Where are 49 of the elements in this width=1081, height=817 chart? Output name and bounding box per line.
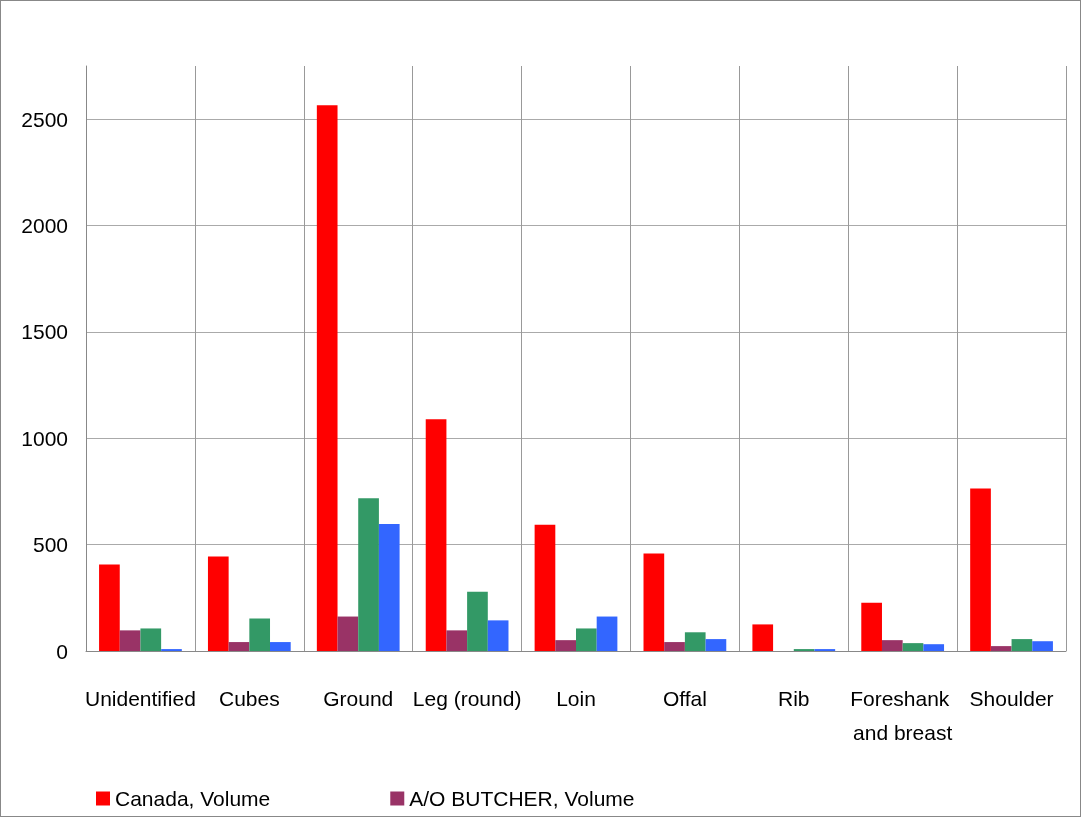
x-tick-label: Offal (662, 686, 707, 710)
bar (378, 524, 400, 651)
bar (576, 628, 597, 651)
bar (337, 616, 359, 651)
y-tick-label: 1500 (21, 320, 68, 344)
bar (902, 643, 924, 651)
legend-label: Canada, Volume (115, 787, 271, 810)
x-tick-label: Rib (778, 686, 810, 710)
bar (446, 630, 468, 651)
bar (316, 105, 338, 651)
bar (270, 642, 291, 651)
bar (970, 488, 991, 651)
bar (684, 632, 706, 651)
bar (664, 642, 685, 651)
bar (228, 642, 250, 651)
y-tick-label: 0 (56, 639, 68, 663)
x-tick-label: Unidentified (84, 686, 196, 710)
x-tick-label: Leg (round) (412, 686, 522, 710)
x-tick-label: Foreshank and breast (850, 686, 956, 744)
bar (358, 498, 379, 651)
bar (752, 624, 774, 651)
bar (990, 646, 1012, 651)
bar (881, 640, 903, 651)
bar (140, 628, 162, 651)
bar (207, 556, 229, 651)
bar (1011, 639, 1033, 651)
y-tick-label: 500 (32, 533, 68, 557)
bar (534, 524, 556, 651)
bar (923, 644, 945, 651)
bar (705, 639, 727, 651)
y-tick-label: 1000 (21, 426, 68, 450)
bar (119, 630, 141, 651)
x-tick-label: Cubes (218, 686, 280, 710)
bar (1032, 641, 1053, 651)
x-tick-label: Shoulder (969, 686, 1054, 710)
bar (467, 591, 488, 651)
y-tick-label: 2500 (21, 107, 68, 131)
bar (643, 553, 665, 651)
x-tick-label: Ground (323, 686, 394, 710)
y-tick-label: 2000 (21, 214, 68, 238)
bar (596, 616, 618, 651)
bar (861, 602, 882, 651)
bar (249, 618, 271, 651)
legend-label: A/O BUTCHER, Volume (409, 787, 635, 810)
bar (99, 564, 120, 651)
bar (487, 620, 509, 651)
bar (425, 419, 447, 651)
x-tick-label: Loin (556, 686, 596, 710)
bar (555, 640, 576, 651)
